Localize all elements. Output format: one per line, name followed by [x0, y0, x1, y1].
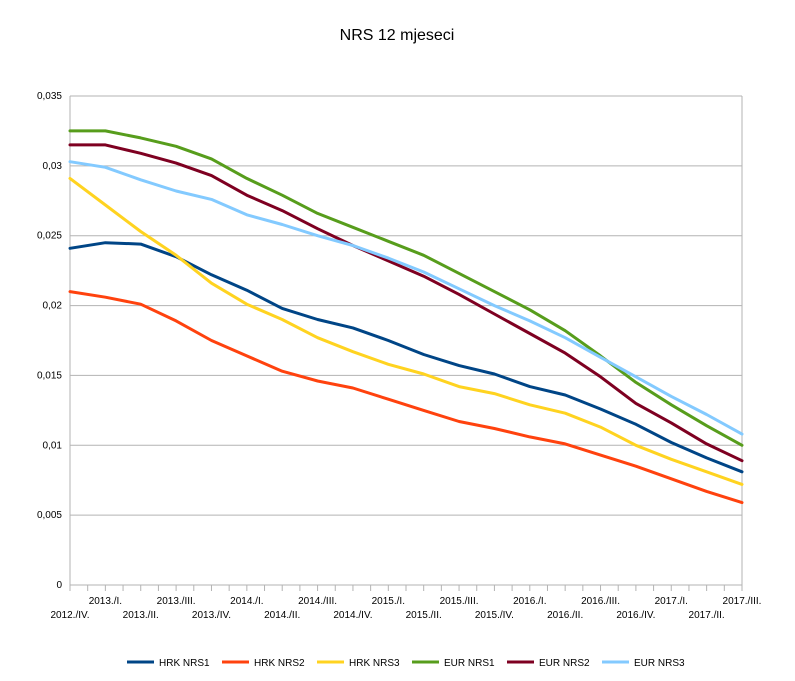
gridlines [70, 95, 742, 516]
y-tick-label: 0,005 [37, 510, 62, 521]
series-line-hrk-nrs1 [68, 241, 744, 474]
legend-label: HRK NRS1 [159, 658, 210, 669]
x-tick-label: 2014./III. [298, 596, 337, 607]
x-tick-label: 2016./II. [547, 610, 583, 621]
series-line-eur-nrs1 [68, 129, 744, 447]
x-tick-label: 2014./IV. [333, 610, 372, 621]
legend-label: EUR NRS3 [634, 658, 685, 669]
legend-label: EUR NRS2 [539, 658, 590, 669]
series-line-hrk-nrs2 [68, 290, 744, 505]
x-tick-label: 2017./II. [689, 610, 725, 621]
x-tick-label: 2015./III. [440, 596, 479, 607]
legend: HRK NRS1 HRK NRS2 HRK NRS3 EUR NRS1 EUR NRS2… [127, 658, 685, 669]
y-tick-label: 0,035 [37, 91, 62, 102]
x-tick-label: 2015./IV. [475, 610, 514, 621]
x-tick-label: 2016./IV. [616, 610, 655, 621]
series-line-eur-nrs2 [68, 143, 744, 463]
x-tick-label: 2015./II. [406, 610, 442, 621]
x-tick-label: 2017./III. [723, 596, 762, 607]
x-tick-label: 2017./I. [655, 596, 688, 607]
series-lines [68, 129, 744, 505]
y-tick-label: 0,025 [37, 231, 62, 242]
y-tick-label: 0 [56, 580, 62, 591]
y-tick-labels: 0 0,005 0,01 0,015 0,02 0,025 0,03 0,035 [37, 91, 62, 591]
x-tick-label: 2015./I. [372, 596, 405, 607]
y-tick-label: 0,03 [43, 161, 63, 172]
legend-label: HRK NRS3 [349, 658, 400, 669]
series-line-hrk-nrs3 [68, 176, 744, 486]
chart-title: NRS 12 mjeseci [340, 27, 455, 44]
x-tick-label: 2012./IV. [50, 610, 89, 621]
y-tick-label: 0,02 [43, 301, 63, 312]
axes [69, 96, 743, 591]
x-tick-label: 2014./I. [230, 596, 263, 607]
legend-label: HRK NRS2 [254, 658, 305, 669]
x-tick-label: 2014./II. [264, 610, 300, 621]
x-tick-label: 2013./IV. [192, 610, 231, 621]
x-tick-label: 2013./III. [157, 596, 196, 607]
x-tick-label: 2013./I. [89, 596, 122, 607]
x-tick-labels: 2012./IV.2013./I.2013./II. 2013./III. 2013… [50, 596, 761, 621]
series-line-eur-nrs3 [68, 160, 744, 436]
legend-label: EUR NRS1 [444, 658, 495, 669]
y-tick-label: 0,01 [43, 440, 63, 451]
x-tick-label: 2016./III. [581, 596, 620, 607]
x-tick-label: 2016./I. [513, 596, 546, 607]
x-tick-label: 2013./II. [123, 610, 159, 621]
y-tick-label: 0,015 [37, 370, 62, 381]
